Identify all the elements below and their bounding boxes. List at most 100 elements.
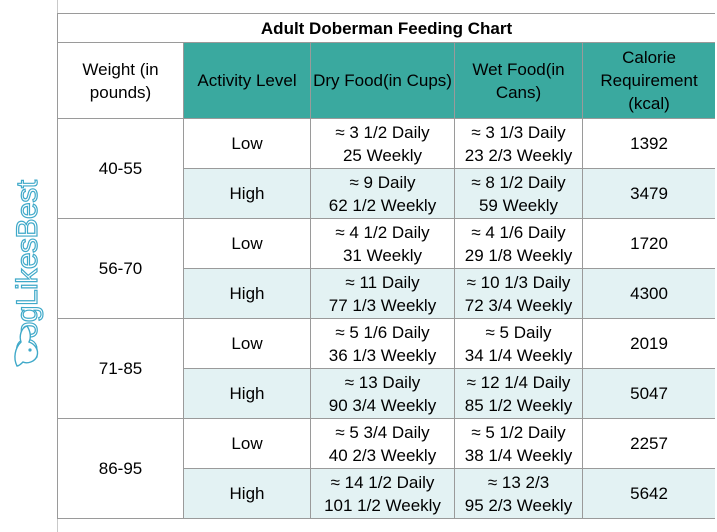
- dry-food-cell-line: ≈ 5 1/6 Daily: [335, 322, 430, 342]
- dry-food-cell-line: ≈ 5 3/4 Daily: [335, 422, 430, 442]
- activity-level-cell: Low: [183, 218, 311, 269]
- activity-level-cell: High: [183, 168, 311, 219]
- dry-food-cell: ≈ 9 Daily 62 1/2 Weekly: [310, 168, 455, 219]
- wet-food-cell: ≈ 12 1/4 Daily 85 1/2 Weekly: [454, 368, 583, 419]
- dry-food-cell-line: 101 1/2 Weekly: [324, 495, 441, 515]
- dry-food-cell: ≈ 13 Daily 90 3/4 Weekly: [310, 368, 455, 419]
- dog-head-icon: [14, 325, 39, 367]
- calorie-cell-line: 5047: [630, 384, 668, 403]
- dry-food-cell-line: 40 2/3 Weekly: [328, 445, 437, 465]
- wet-food-cell-line: ≈ 5 Daily: [485, 322, 552, 342]
- dry-food-cell-line: ≈ 3 1/2 Daily: [335, 122, 430, 142]
- header-weight: Weight (in pounds): [57, 42, 184, 119]
- dry-food-cell-line: ≈ 14 1/2 Daily: [330, 472, 435, 492]
- dry-food-cell-line: ≈ 11 Daily: [345, 272, 420, 292]
- wet-food-cell: ≈ 5 1/2 Daily 38 1/4 Weekly: [454, 418, 583, 469]
- wet-food-cell: ≈ 10 1/3 Daily 72 3/4 Weekly: [454, 268, 583, 319]
- calorie-cell-line: 5642: [630, 484, 668, 503]
- table-row: 40-55 Low ≈ 3 1/2 Daily 25 Weekly ≈ 3 1/3 Da…: [57, 118, 717, 219]
- calorie-cell: 5642: [581, 468, 717, 519]
- activity-level-cell: Low: [183, 318, 311, 369]
- feeding-chart-table: Adult Doberman Feeding Chart Weight (in …: [56, 13, 717, 519]
- activity-level-cell-line: High: [229, 284, 265, 303]
- right-margin: [715, 0, 717, 532]
- activity-level-cell-line: Low: [231, 434, 263, 453]
- wet-food-cell-line: 95 2/3 Weekly: [464, 495, 573, 515]
- table-row: High ≈ 14 1/2 Daily 101 1/2 Weekly ≈ 13 2/3…: [58, 468, 717, 519]
- calorie-cell-line: 1392: [630, 134, 668, 153]
- activity-level-cell-line: High: [229, 184, 265, 203]
- dry-food-cell-line: ≈ 4 1/2 Daily: [335, 222, 430, 242]
- wet-food-cell-line: ≈ 10 1/3 Daily: [466, 272, 571, 292]
- dry-food-cell: ≈ 3 1/2 Daily 25 Weekly: [310, 118, 455, 169]
- wet-food-cell-line: 59 Weekly: [478, 195, 559, 215]
- wet-food-cell-line: 72 3/4 Weekly: [464, 295, 573, 315]
- wet-food-cell-line: ≈ 5 1/2 Daily: [471, 422, 566, 442]
- wet-food-cell-line: ≈ 8 1/2 Daily: [471, 172, 566, 192]
- wet-food-cell-line: ≈ 3 1/3 Daily: [471, 122, 566, 142]
- dry-food-cell-line: 62 1/2 Weekly: [328, 195, 437, 215]
- watermark-sidebar: DogLikesBest: [0, 0, 58, 532]
- activity-level-cell: Low: [183, 418, 311, 469]
- dry-food-cell: ≈ 5 3/4 Daily 40 2/3 Weekly: [310, 418, 455, 469]
- dry-food-cell-line: 25 Weekly: [342, 145, 423, 165]
- weight-range-cell: 40-55: [57, 118, 184, 219]
- table-row: 86-95 Low ≈ 5 3/4 Daily 40 2/3 Weekly ≈ 5 1/…: [57, 418, 717, 519]
- dry-food-cell-line: 36 1/3 Weekly: [328, 345, 437, 365]
- calorie-cell-line: 3479: [630, 184, 668, 203]
- wet-food-cell-line: 34 1/4 Weekly: [464, 345, 573, 365]
- weight-range-cell: 86-95: [57, 418, 184, 519]
- wet-food-cell-line: 85 1/2 Weekly: [464, 395, 573, 415]
- calorie-cell-line: 2257: [630, 434, 668, 453]
- activity-level-cell-line: High: [229, 384, 265, 403]
- calorie-cell: 1720: [581, 218, 717, 269]
- header-calorie: Calorie Requirement (kcal): [581, 42, 717, 119]
- calorie-cell: 5047: [581, 368, 717, 419]
- dry-food-cell: ≈ 11 Daily 77 1/3 Weekly: [310, 268, 455, 319]
- dry-food-cell: ≈ 14 1/2 Daily 101 1/2 Weekly: [310, 468, 455, 519]
- table-row: High ≈ 13 Daily 90 3/4 Weekly ≈ 12 1/4 Dail…: [58, 368, 717, 419]
- header-activity: Activity Level: [183, 42, 311, 119]
- table-row: 71-85 Low ≈ 5 1/6 Daily 36 1/3 Weekly ≈ 5 Da…: [57, 318, 717, 419]
- dry-food-cell-line: 31 Weekly: [342, 245, 423, 265]
- calorie-cell: 2019: [581, 318, 717, 369]
- activity-level-cell: High: [183, 268, 311, 319]
- table-row: High ≈ 11 Daily 77 1/3 Weekly ≈ 10 1/3 Dail…: [58, 268, 717, 319]
- header-wet-food: Wet Food(in Cans): [454, 42, 583, 119]
- calorie-cell: 4300: [581, 268, 717, 319]
- activity-level-cell-line: High: [229, 484, 265, 503]
- table-row: High ≈ 9 Daily 62 1/2 Weekly ≈ 8 1/2 Daily 5…: [58, 168, 717, 219]
- wet-food-cell-line: 38 1/4 Weekly: [464, 445, 573, 465]
- header-dry-food: Dry Food(in Cups): [310, 42, 455, 119]
- dry-food-cell-line: 77 1/3 Weekly: [328, 295, 437, 315]
- calorie-cell-line: 4300: [630, 284, 668, 303]
- activity-level-cell: High: [183, 368, 311, 419]
- wet-food-cell-line: 23 2/3 Weekly: [464, 145, 573, 165]
- activity-level-cell: High: [183, 468, 311, 519]
- wet-food-cell: ≈ 4 1/6 Daily 29 1/8 Weekly: [454, 218, 583, 269]
- dry-food-cell: ≈ 4 1/2 Daily 31 Weekly: [310, 218, 455, 269]
- dry-food-cell-line: ≈ 9 Daily: [349, 172, 416, 192]
- calorie-cell-line: 2019: [630, 334, 668, 353]
- calorie-cell: 3479: [581, 168, 717, 219]
- wet-food-cell-line: 29 1/8 Weekly: [464, 245, 573, 265]
- wet-food-cell-line: ≈ 12 1/4 Daily: [466, 372, 571, 392]
- activity-level-cell: Low: [183, 118, 311, 169]
- weight-range-cell: 71-85: [57, 318, 184, 419]
- wet-food-cell: ≈ 5 Daily 34 1/4 Weekly: [454, 318, 583, 369]
- weight-range-cell: 56-70: [57, 218, 184, 319]
- calorie-cell-line: 1720: [630, 234, 668, 253]
- top-margin: [57, 0, 717, 14]
- dry-food-cell: ≈ 5 1/6 Daily 36 1/3 Weekly: [310, 318, 455, 369]
- dry-food-cell-line: 90 3/4 Weekly: [328, 395, 437, 415]
- wet-food-cell-line: ≈ 13 2/3: [487, 472, 550, 492]
- table-row: 56-70 Low ≈ 4 1/2 Daily 31 Weekly ≈ 4 1/6 Da…: [57, 218, 717, 319]
- chart-title: Adult Doberman Feeding Chart: [56, 13, 717, 43]
- wet-food-cell-line: ≈ 4 1/6 Daily: [471, 222, 566, 242]
- wet-food-cell: ≈ 3 1/3 Daily 23 2/3 Weekly: [454, 118, 583, 169]
- calorie-cell: 2257: [581, 418, 717, 469]
- wet-food-cell: ≈ 13 2/3 95 2/3 Weekly: [454, 468, 583, 519]
- activity-level-cell-line: Low: [231, 134, 263, 153]
- wet-food-cell: ≈ 8 1/2 Daily 59 Weekly: [454, 168, 583, 219]
- dry-food-cell-line: ≈ 13 Daily: [344, 372, 421, 392]
